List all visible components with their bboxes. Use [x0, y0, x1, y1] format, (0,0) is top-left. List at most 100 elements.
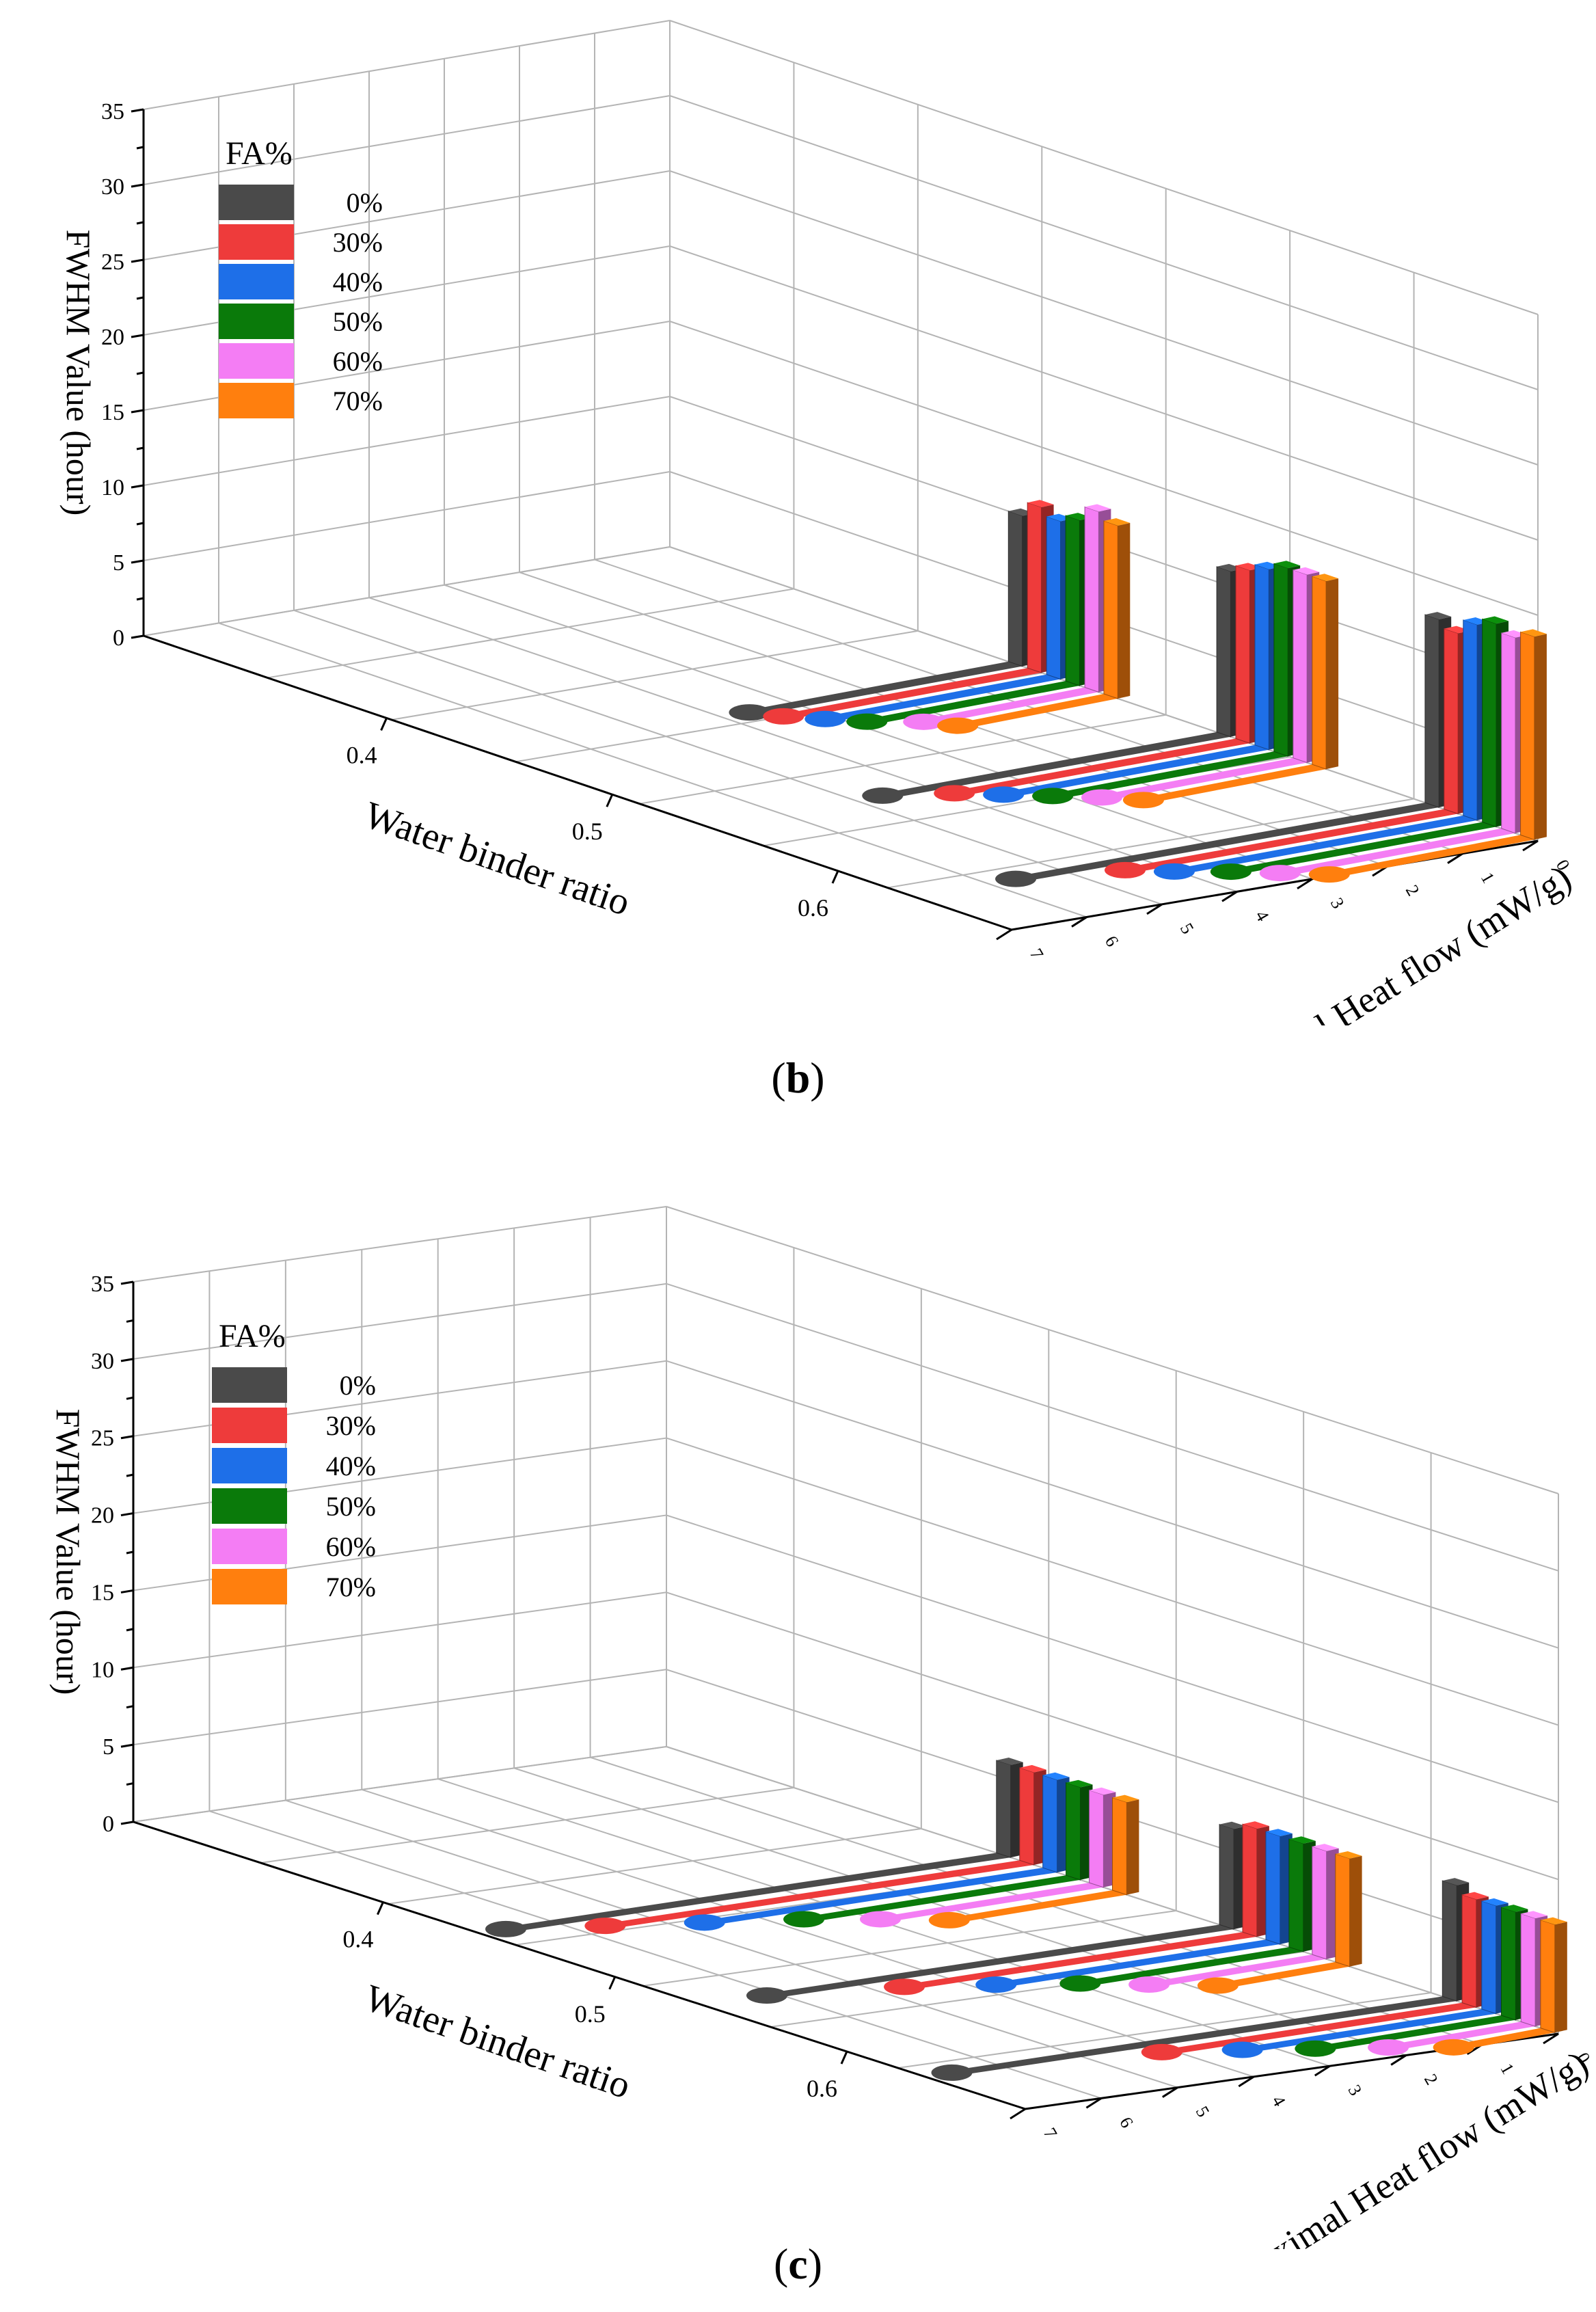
floor-slab-end [983, 786, 1025, 803]
bar-top-face [1089, 1787, 1116, 1795]
bar-front-face [1273, 563, 1288, 757]
bar-front-face [1027, 502, 1042, 673]
floor-slab-end [995, 870, 1037, 887]
y-tick-label: 5 [1176, 919, 1198, 937]
floor-slab [915, 687, 1099, 725]
x-tick [840, 2051, 848, 2065]
floor-slab [497, 1853, 1011, 1932]
bar-top-face [1482, 616, 1509, 624]
bar-front-face [1265, 1831, 1281, 1945]
bar-front-face [1046, 515, 1061, 680]
legend-label: 50% [326, 1491, 376, 1522]
bar-top-face [1288, 1836, 1316, 1844]
y-tick [1447, 852, 1463, 864]
floor-yline [887, 798, 1414, 889]
floor-slab-end [860, 1911, 902, 1928]
floor-yline [643, 1910, 1176, 1987]
z-tick-label: 10 [91, 1657, 114, 1682]
x-tick-label: 0.5 [575, 2000, 606, 2028]
floor-slab [1379, 2021, 1536, 2050]
x-tick-label: 0.6 [807, 2075, 837, 2102]
floor-slab [1007, 803, 1439, 882]
back-wall-hline [669, 95, 1539, 390]
floor-slab-end [1059, 1975, 1101, 1992]
x-tick-label: 0.4 [342, 1926, 373, 1953]
bar-0pct-0.6 [931, 1878, 1470, 2081]
bar-top-face [1442, 1878, 1470, 1885]
bars-c [485, 1758, 1567, 2081]
floor-slab [817, 674, 1061, 722]
left-wall-hline [133, 1206, 667, 1282]
floor-slab-end [1197, 1977, 1239, 1994]
legend-label: 60% [326, 1531, 376, 1562]
y-tick [1390, 2054, 1407, 2066]
x-tick [831, 870, 839, 884]
legend-swatch [219, 343, 294, 379]
left-wall-hline [133, 1282, 667, 1360]
z-tick [120, 1512, 134, 1517]
floor-slab [1234, 2008, 1496, 2052]
z-minor-tick [136, 371, 144, 375]
bar-front-face [1335, 1853, 1351, 1967]
bar-front-face [1312, 1846, 1327, 1960]
floor-slab-end [1122, 792, 1164, 809]
y-tick-label: 3 [1327, 894, 1349, 912]
z-minor-tick [126, 1396, 134, 1400]
bar-top-face [1312, 1844, 1339, 1851]
floor-slab-end [1141, 2043, 1182, 2060]
bar-front-face [1216, 566, 1231, 738]
y-tick-label: 2 [1402, 882, 1424, 900]
y-tick-label: 4 [1252, 907, 1273, 925]
z-axis-title: FWHM Value (hour) [59, 230, 98, 515]
bar-front-face [1288, 1838, 1304, 1952]
panel-label-b: b [785, 1053, 811, 1102]
left-wall-hline [143, 20, 671, 110]
bar-side-face [1326, 578, 1339, 770]
z-tick [120, 1666, 134, 1671]
legend-label: 50% [333, 306, 383, 337]
bar-front-face [1089, 1790, 1104, 1888]
back-wall-hline [666, 1514, 1559, 1803]
z-tick-label: 30 [91, 1349, 114, 1374]
y-tick [1221, 891, 1238, 902]
z-minor-tick [126, 1782, 134, 1786]
z-tick [131, 484, 144, 489]
bar-front-face [1444, 628, 1459, 815]
bar-front-face [996, 1760, 1012, 1858]
z-tick-label: 10 [101, 475, 124, 500]
z-minor-tick [136, 597, 144, 601]
y-tick [1314, 2065, 1331, 2077]
floor-slab-end [862, 787, 904, 804]
floor-xline [361, 1788, 1254, 2078]
y-tick-label: 7 [1026, 945, 1048, 963]
left-wall-hline [143, 95, 671, 185]
floor-slab [874, 731, 1231, 798]
left-wall-hline [143, 471, 671, 561]
z-tick-label: 5 [113, 550, 124, 576]
bar-top-face [1462, 1892, 1489, 1900]
bar-top-face [1521, 1911, 1548, 1919]
bar-front-face [1242, 1823, 1258, 1937]
bar-70pct-0.4 [937, 518, 1131, 734]
floor-slab-end [804, 710, 846, 727]
legend-swatch [212, 1367, 287, 1403]
floor-yline [639, 714, 1166, 805]
bar-front-face [1520, 631, 1535, 840]
z-tick [131, 409, 144, 414]
floor-slab [995, 744, 1269, 797]
legend-label: 40% [333, 267, 383, 297]
z-tick-label: 0 [113, 626, 124, 651]
floor-xline [513, 1767, 1407, 2056]
back-wall-hline [669, 170, 1539, 466]
floor-slab-end [1433, 2039, 1474, 2056]
left-wall-hline [133, 1591, 667, 1669]
y-tick [1543, 2032, 1559, 2045]
floor-slab-end [1032, 788, 1074, 805]
bar-front-face [1442, 1880, 1457, 2002]
bar-70pct-0.4 [928, 1795, 1139, 1928]
floor-slab-end [1128, 1976, 1170, 1993]
floor-slab [1044, 751, 1288, 798]
legend-swatch [212, 1448, 287, 1483]
floor-slab-end [729, 704, 770, 721]
